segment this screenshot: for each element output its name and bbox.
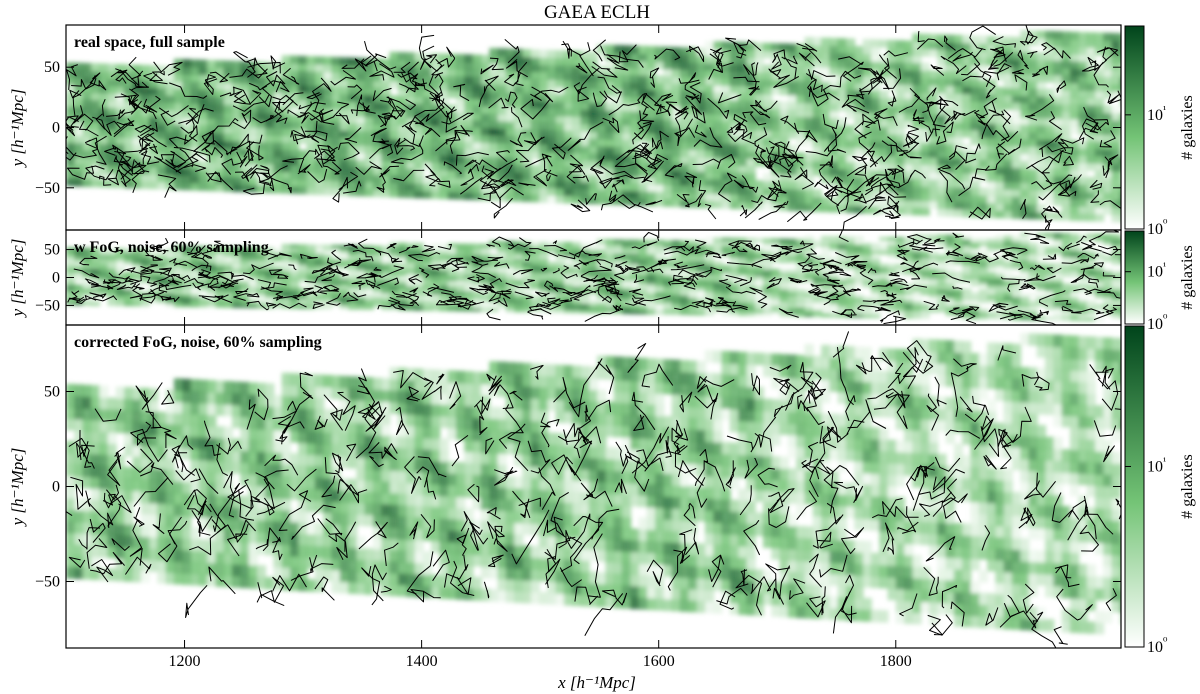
colorbar-tick-label: 10⁰ — [1147, 313, 1168, 333]
figure-title: GAEA ECLH — [544, 2, 650, 23]
panel-2: −50 0 50 w FoG, noise, 60% sampling y [h⁻¹Mp… — [8, 229, 1196, 333]
x-tick-label: 1600 — [643, 653, 675, 670]
x-axis-label: x [h⁻¹Mpc] — [557, 673, 636, 692]
x-tick-label: 1200 — [169, 653, 201, 670]
panel-3: 1200 1400 1600 1800 −50 0 50 corrected FoG, noi… — [8, 324, 1196, 670]
x-tick-label: 1800 — [880, 653, 912, 670]
density-field — [66, 331, 1121, 648]
colorbar-tick-label: 10¹ — [1147, 104, 1166, 124]
colorbar-tick-label: 10¹ — [1147, 261, 1166, 281]
density-field — [66, 230, 1121, 325]
filament-network — [66, 331, 1121, 648]
colorbar-label: # galaxies — [1179, 95, 1196, 159]
y-axis-label: y [h⁻¹Mpc] — [8, 89, 27, 169]
colorbar-label: # galaxies — [1179, 454, 1196, 518]
panel-label: corrected FoG, noise, 60% sampling — [74, 334, 322, 351]
colorbar-tick-label: 10¹ — [1147, 455, 1166, 475]
colorbar-tick-label: 10⁰ — [1147, 218, 1168, 238]
panel-label: w FoG, noise, 60% sampling — [74, 239, 269, 256]
colorbar-label: # galaxies — [1179, 245, 1196, 309]
density-field — [66, 25, 1121, 230]
y-tick-label: 0 — [52, 120, 60, 137]
panel-1: −50 0 50 real space, full sample y [h⁻¹Mpc] 1… — [8, 24, 1196, 238]
filament-network — [66, 25, 1121, 230]
colorbar — [1124, 325, 1145, 648]
y-axis-label: y [h⁻¹Mpc] — [8, 239, 27, 319]
colorbar — [1124, 25, 1145, 230]
y-tick-label: −50 — [35, 180, 60, 197]
colorbar-tick-label: 10⁰ — [1147, 636, 1168, 656]
colorbar — [1124, 230, 1145, 325]
y-tick-label: −50 — [35, 297, 60, 314]
x-tick-label: 1400 — [406, 653, 438, 670]
y-tick-label: 50 — [44, 59, 60, 76]
filament-network — [67, 230, 1121, 325]
y-tick-label: 50 — [44, 242, 60, 259]
y-tick-label: 0 — [52, 270, 60, 287]
y-axis-label: y [h⁻¹Mpc] — [8, 448, 27, 528]
y-tick-label: 50 — [44, 384, 60, 401]
y-tick-label: −50 — [35, 574, 60, 591]
y-tick-label: 0 — [52, 479, 60, 496]
panel-label: real space, full sample — [74, 34, 225, 51]
